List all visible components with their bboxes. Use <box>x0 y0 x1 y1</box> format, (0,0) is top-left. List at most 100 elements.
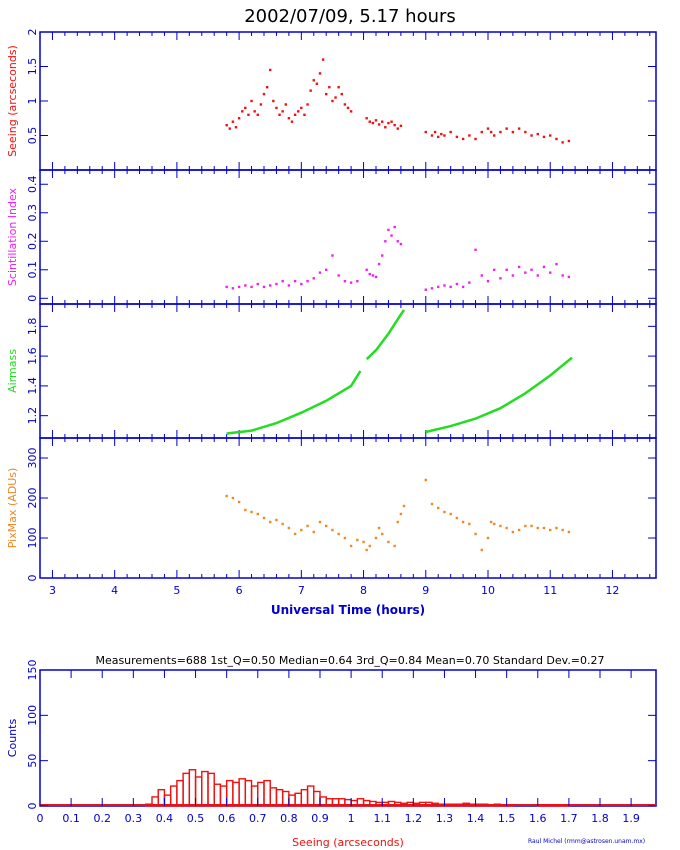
y-axis-label: Airmass <box>6 349 19 393</box>
histogram-bar <box>232 781 240 807</box>
data-point <box>493 268 496 271</box>
data-point <box>365 268 368 271</box>
x-tick-label: 0.3 <box>125 812 143 825</box>
histogram-bar <box>537 804 545 807</box>
data-point <box>437 135 440 139</box>
data-point <box>511 130 515 134</box>
histogram-bar <box>369 800 377 807</box>
data-point <box>399 124 403 128</box>
seeing-histogram: Measurements=688 1st_Q=0.50 Median=0.64 … <box>6 654 657 849</box>
histogram-bar <box>561 804 570 807</box>
data-point <box>387 540 390 544</box>
y-tick-label: 0.2 <box>26 233 39 251</box>
y-tick-label: 100 <box>26 528 39 549</box>
histogram-bar <box>281 790 290 807</box>
x-tick-label: 1.9 <box>622 812 640 825</box>
data-point <box>325 92 328 96</box>
histogram-bar <box>250 785 259 807</box>
data-point <box>312 530 315 534</box>
x-axis-label: Seeing (arcseconds) <box>292 836 404 849</box>
data-point <box>287 284 291 287</box>
data-point <box>489 130 493 134</box>
data-point <box>499 524 502 528</box>
data-point <box>225 123 228 127</box>
data-point <box>237 285 241 289</box>
data-point <box>536 132 539 136</box>
data-point <box>297 110 300 113</box>
x-tick-label: 1.3 <box>436 812 454 825</box>
x-tick-label: 0.5 <box>187 812 205 825</box>
y-tick-label: 150 <box>26 660 39 681</box>
data-point <box>387 121 390 125</box>
data-point <box>343 279 347 283</box>
y-tick-label: 1 <box>26 98 39 105</box>
data-point <box>318 72 322 75</box>
x-tick-label: 10 <box>481 584 495 597</box>
x-tick-label: 0.2 <box>93 812 111 825</box>
data-point <box>536 274 539 277</box>
histogram-bar <box>269 787 278 807</box>
data-point <box>430 287 434 290</box>
data-point <box>287 526 291 530</box>
y-tick-label: 300 <box>26 448 39 469</box>
data-point <box>377 262 381 266</box>
data-point <box>237 500 241 504</box>
data-point <box>374 275 378 279</box>
data-point <box>362 540 365 544</box>
y-axis-label: Counts <box>6 719 19 758</box>
data-point <box>337 86 340 89</box>
data-point <box>349 110 353 113</box>
data-point <box>517 528 521 532</box>
histogram-bar <box>219 785 228 807</box>
data-point <box>244 508 247 512</box>
data-point <box>303 113 306 116</box>
data-point <box>368 544 371 548</box>
histogram-bar <box>157 788 166 807</box>
data-point <box>281 279 284 283</box>
data-point <box>480 130 483 134</box>
data-point <box>309 89 312 92</box>
x-tick-label: 0.1 <box>62 812 80 825</box>
data-point <box>493 522 496 526</box>
x-tick-label: 1.5 <box>498 812 516 825</box>
data-point <box>399 512 403 516</box>
data-point <box>262 285 266 289</box>
data-point <box>393 225 396 229</box>
panel-airmass: 1.2 1.4 1.6 1.8 Airmass <box>6 303 657 439</box>
x-axis-label: Universal Time (hours) <box>271 603 425 617</box>
y-tick-label: 0 <box>26 575 39 582</box>
histogram-bar <box>257 781 265 807</box>
data-point <box>396 520 399 524</box>
data-point <box>443 284 446 287</box>
data-point <box>461 520 465 524</box>
data-point <box>306 103 309 106</box>
airmass-curve <box>226 370 362 435</box>
data-point <box>381 120 384 123</box>
data-point <box>567 275 571 279</box>
data-point <box>440 132 443 136</box>
data-point <box>455 282 459 286</box>
data-point <box>461 285 465 289</box>
data-point <box>433 130 437 134</box>
data-point <box>499 130 502 134</box>
data-point <box>228 127 231 130</box>
data-point <box>474 248 477 252</box>
data-point <box>371 274 375 277</box>
data-point <box>284 103 287 106</box>
data-point <box>505 127 508 130</box>
data-point <box>231 496 235 500</box>
x-tick-label: 11 <box>543 584 557 597</box>
panel-seeing: 0.5 1 1.5 2 Seeing (arcseconds) <box>6 29 657 171</box>
data-point <box>293 532 297 536</box>
data-point <box>293 279 297 283</box>
data-point <box>499 277 502 280</box>
data-point <box>300 106 303 110</box>
y-tick-label: 1.5 <box>26 58 39 76</box>
data-point <box>315 82 319 85</box>
data-point <box>356 538 359 542</box>
y-tick-label: 0.1 <box>26 261 39 279</box>
data-point <box>549 134 552 137</box>
x-tick-label: 7 <box>298 584 305 597</box>
data-point <box>530 134 533 137</box>
data-point <box>567 139 571 143</box>
